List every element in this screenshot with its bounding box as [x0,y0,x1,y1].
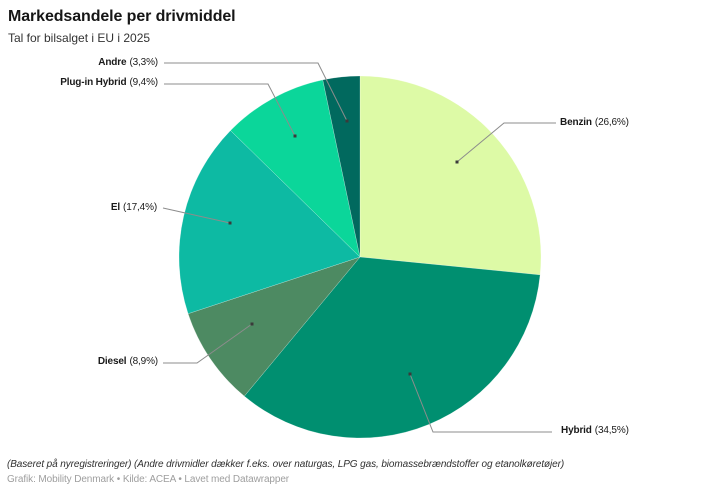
chart-title: Markedsandele per drivmiddel [8,8,236,25]
callout-line-hybrid [409,373,552,433]
slice-percentage: (34,5%) [594,425,629,436]
callout-dot-hybrid [408,372,412,376]
slice-label-el: El (17,4%) [111,201,157,214]
slice-label-hybrid: Hybrid (34,5%) [561,424,629,437]
slice-label-plug-in-hybrid: Plug-in Hybrid (9,4%) [60,76,158,89]
callout-line-benzin [456,122,556,163]
callout-dot-el [228,221,232,225]
pie-slice-el[interactable] [178,130,361,315]
chart-footnote: (Baseret på nyregistreringer) (Andre dri… [7,459,565,470]
callout-line-plug-in-hybrid [164,83,296,137]
slice-name: Diesel [97,356,127,367]
slice-label-diesel: Diesel (8,9%) [98,355,158,368]
slice-percentage: (17,4%) [123,202,157,213]
callout-dot-plug-in-hybrid [293,134,297,138]
slice-name: Benzin [560,117,592,128]
slice-label-andre: Andre (3,3%) [98,56,158,69]
pie-slice-diesel[interactable] [187,256,361,397]
callout-dot-diesel [250,322,254,326]
callout-line-diesel [163,323,253,364]
callout-dot-benzin [455,160,459,164]
callout-line-andre [164,62,348,122]
slice-name: Hybrid [561,425,592,436]
slice-percentage: (26,6%) [594,117,629,128]
slice-percentage: (8,9%) [129,356,158,367]
callout-line-el [162,207,231,224]
chart-subtitle: Tal for bilsalget i EU i 2025 [8,31,151,45]
pie-slice-plug-in-hybrid[interactable] [230,79,361,258]
slice-label-benzin: Benzin (26,6%) [560,116,629,129]
slice-name: Andre [98,57,127,68]
chart-attribution: Grafik: Mobility Denmark • Kilde: ACEA •… [7,474,290,485]
slice-name: El [110,202,121,213]
pie-slice-andre[interactable] [322,75,361,258]
pie-slice-hybrid[interactable] [243,256,541,439]
slice-percentage: (9,4%) [129,77,158,88]
slice-percentage: (3,3%) [129,57,158,68]
pie-slice-benzin[interactable] [359,75,542,276]
callout-dot-andre [345,119,349,123]
slice-name: Plug-in Hybrid [60,77,127,88]
